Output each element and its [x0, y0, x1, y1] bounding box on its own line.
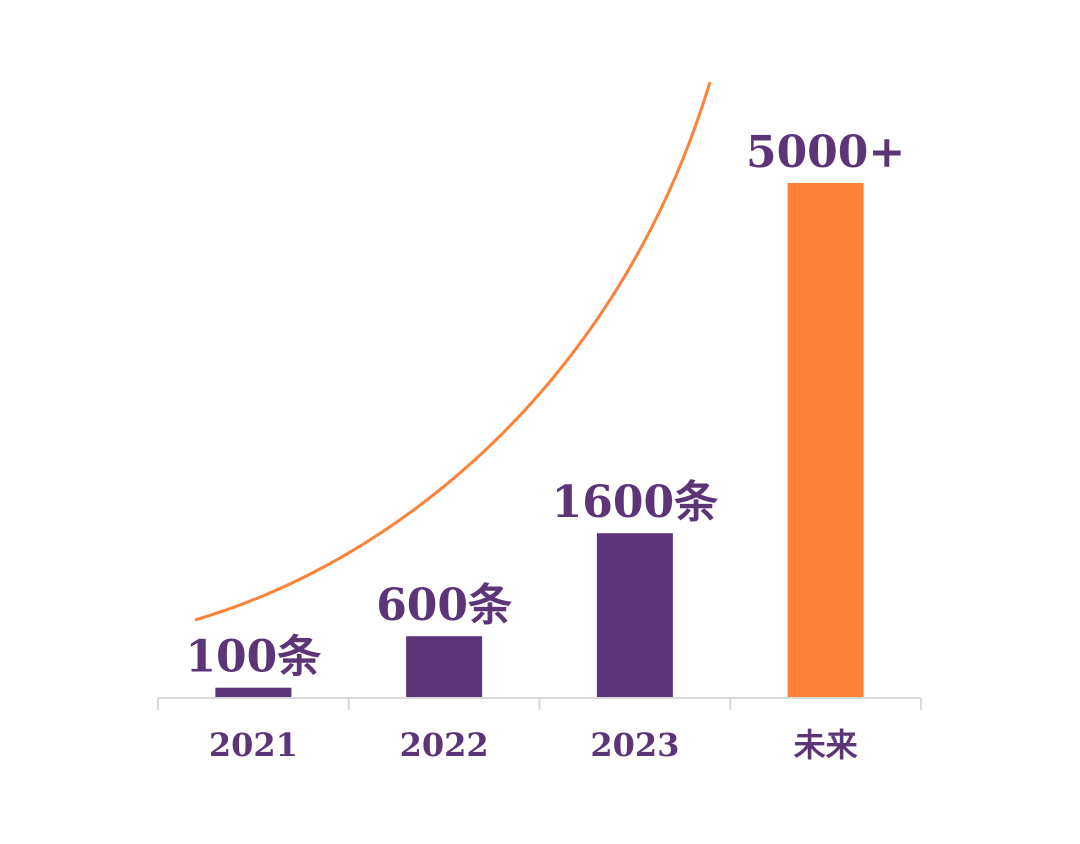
bar-2023	[596, 533, 673, 698]
bar-2021	[215, 687, 292, 698]
x-tick-label: 2023	[590, 726, 679, 764]
x-tick-label: 2021	[209, 726, 298, 764]
data-label: 600条	[376, 580, 512, 631]
trend-curve	[194, 81, 712, 622]
bar-未来	[787, 183, 864, 698]
data-label: 1600条	[552, 477, 718, 528]
x-tick-label: 未来	[794, 726, 858, 764]
x-tick-label: 2022	[400, 726, 489, 764]
data-label: 100条	[185, 632, 321, 683]
bar-2022	[406, 636, 483, 698]
data-label: 5000+	[746, 127, 905, 178]
